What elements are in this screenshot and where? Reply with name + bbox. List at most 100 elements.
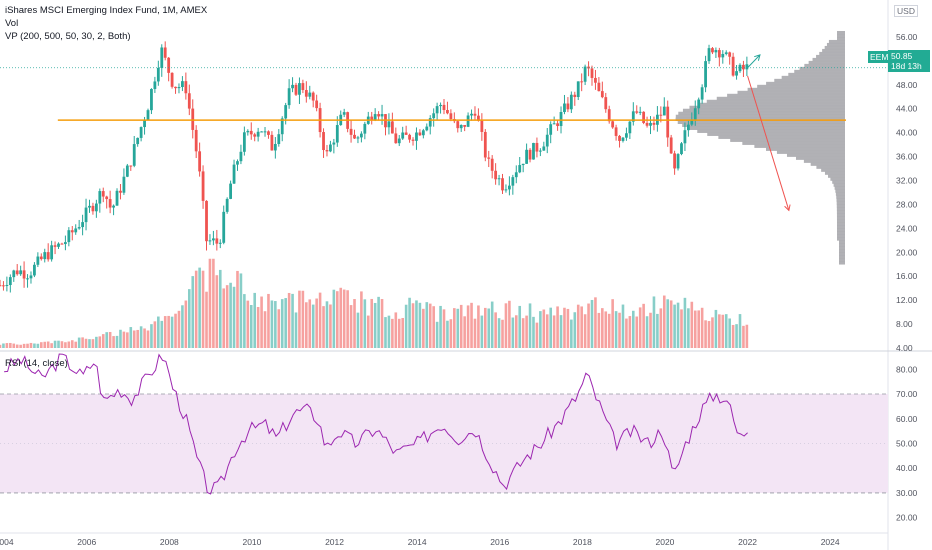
volume-bar-191: [656, 313, 659, 348]
candle-body-129: [442, 104, 446, 111]
volume-profile-row: [781, 75, 845, 80]
volume-bar-37: [126, 332, 129, 348]
volume-profile-row: [804, 63, 845, 68]
candle-body-188: [645, 122, 649, 126]
volume-bar-63: [215, 275, 219, 348]
volume-profile-row: [830, 177, 845, 181]
volume-profile-row: [828, 174, 845, 178]
candle-body-64: [218, 242, 222, 244]
candle-body-147: [504, 189, 508, 191]
volume-bar-60: [205, 291, 208, 348]
volume-bar-152: [521, 318, 525, 348]
rsi-legend[interactable]: RSI (14, close): [5, 358, 68, 369]
volume-bar-136: [466, 305, 470, 348]
volume-profile-row: [834, 186, 845, 190]
volume-bar-2: [5, 343, 9, 348]
volume-bar-111: [380, 299, 384, 348]
price-axis-tick-2: 48.00: [896, 80, 918, 90]
volume-profile-row: [774, 78, 845, 83]
volume-profile-row: [757, 84, 845, 89]
candle-body-153: [525, 149, 529, 164]
volume-bar-186: [638, 307, 642, 348]
candle-body-68: [232, 164, 236, 184]
candle-body-24: [81, 222, 85, 228]
vol-legend[interactable]: Vol: [5, 18, 19, 29]
vp-legend[interactable]: VP (200, 500, 50, 30, 2, Both): [5, 31, 131, 42]
volume-bar-153: [525, 315, 528, 348]
volume-bar-14: [46, 341, 50, 348]
volume-profile-row: [837, 36, 845, 41]
time-axis-tick-7: 2018: [573, 537, 592, 547]
volume-bar-126: [432, 306, 435, 348]
rsi-axis-tick-4: 40.00: [896, 463, 918, 473]
candle-body-157: [538, 150, 542, 152]
chart-title[interactable]: iShares MSCI Emerging Index Fund, 1M, AM…: [5, 5, 208, 16]
candle-body-33: [112, 205, 115, 208]
volume-bar-207: [711, 317, 714, 348]
candle-body-180: [618, 135, 621, 141]
candle-body-122: [418, 132, 422, 136]
volume-bar-142: [487, 308, 491, 348]
volume-profile-row: [754, 144, 845, 148]
candle-body-168: [576, 81, 580, 98]
time-axis-tick-10: 2024: [821, 537, 840, 547]
arrow-line-0: [747, 54, 761, 69]
candle-body-69: [236, 161, 239, 165]
rsi-axis-tick-2: 60.00: [896, 414, 918, 424]
volume-bar-119: [408, 297, 411, 348]
volume-bar-24: [81, 337, 84, 348]
volume-bar-160: [549, 307, 552, 348]
volume-bar-5: [15, 344, 19, 348]
volume-bar-30: [101, 334, 105, 348]
volume-bar-71: [243, 294, 246, 348]
volume-bar-209: [718, 314, 721, 348]
candle-body-217: [745, 64, 749, 70]
candle-body-3: [8, 277, 12, 286]
volume-bar-44: [150, 324, 153, 348]
candle-body-145: [497, 178, 501, 180]
volume-bar-176: [604, 311, 608, 348]
rsi-line: [4, 353, 748, 495]
candle-body-177: [607, 109, 611, 122]
candle-body-59: [201, 171, 205, 201]
volume-profile-row: [795, 156, 845, 160]
candle-body-195: [669, 137, 673, 154]
candle-body-67: [229, 183, 233, 199]
volume-profile-row: [766, 147, 845, 151]
volume-bar-105: [360, 291, 363, 348]
volume-bar-113: [387, 315, 391, 348]
candle-body-26: [88, 205, 91, 208]
candle-body-214: [735, 71, 738, 76]
volume-bar-121: [415, 300, 418, 348]
candle-body-4: [12, 270, 16, 278]
candle-body-172: [590, 68, 594, 78]
candle-body-187: [642, 111, 646, 123]
candle-body-70: [239, 151, 243, 162]
volume-profile-row: [697, 102, 845, 107]
candle-body-88: [301, 83, 305, 91]
volume-profile-row: [836, 204, 845, 208]
volume-bar-124: [425, 302, 429, 348]
currency-label[interactable]: USD: [894, 5, 918, 17]
candle-body-47: [160, 47, 164, 68]
candle-body-43: [146, 110, 150, 120]
rsi-axis-tick-3: 50.00: [896, 438, 918, 448]
volume-bar-8: [26, 343, 29, 348]
volume-bar-159: [545, 314, 549, 348]
candle-body-15: [50, 245, 54, 260]
volume-bar-178: [611, 299, 614, 348]
candle-body-73: [249, 130, 253, 135]
volume-bar-213: [731, 324, 735, 348]
candle-body-80: [273, 143, 277, 151]
price-axis-tick-4: 40.00: [896, 128, 918, 138]
candle-body-89: [304, 90, 308, 97]
volume-bar-103: [353, 299, 356, 348]
volume-bar-198: [680, 309, 683, 348]
volume-bar-0: [0, 344, 2, 348]
candle-body-146: [501, 178, 504, 191]
volume-bar-189: [649, 312, 652, 348]
candle-body-178: [611, 121, 615, 128]
candle-body-81: [277, 134, 281, 144]
volume-bar-90: [308, 299, 312, 348]
volume-profile-row: [718, 135, 845, 139]
